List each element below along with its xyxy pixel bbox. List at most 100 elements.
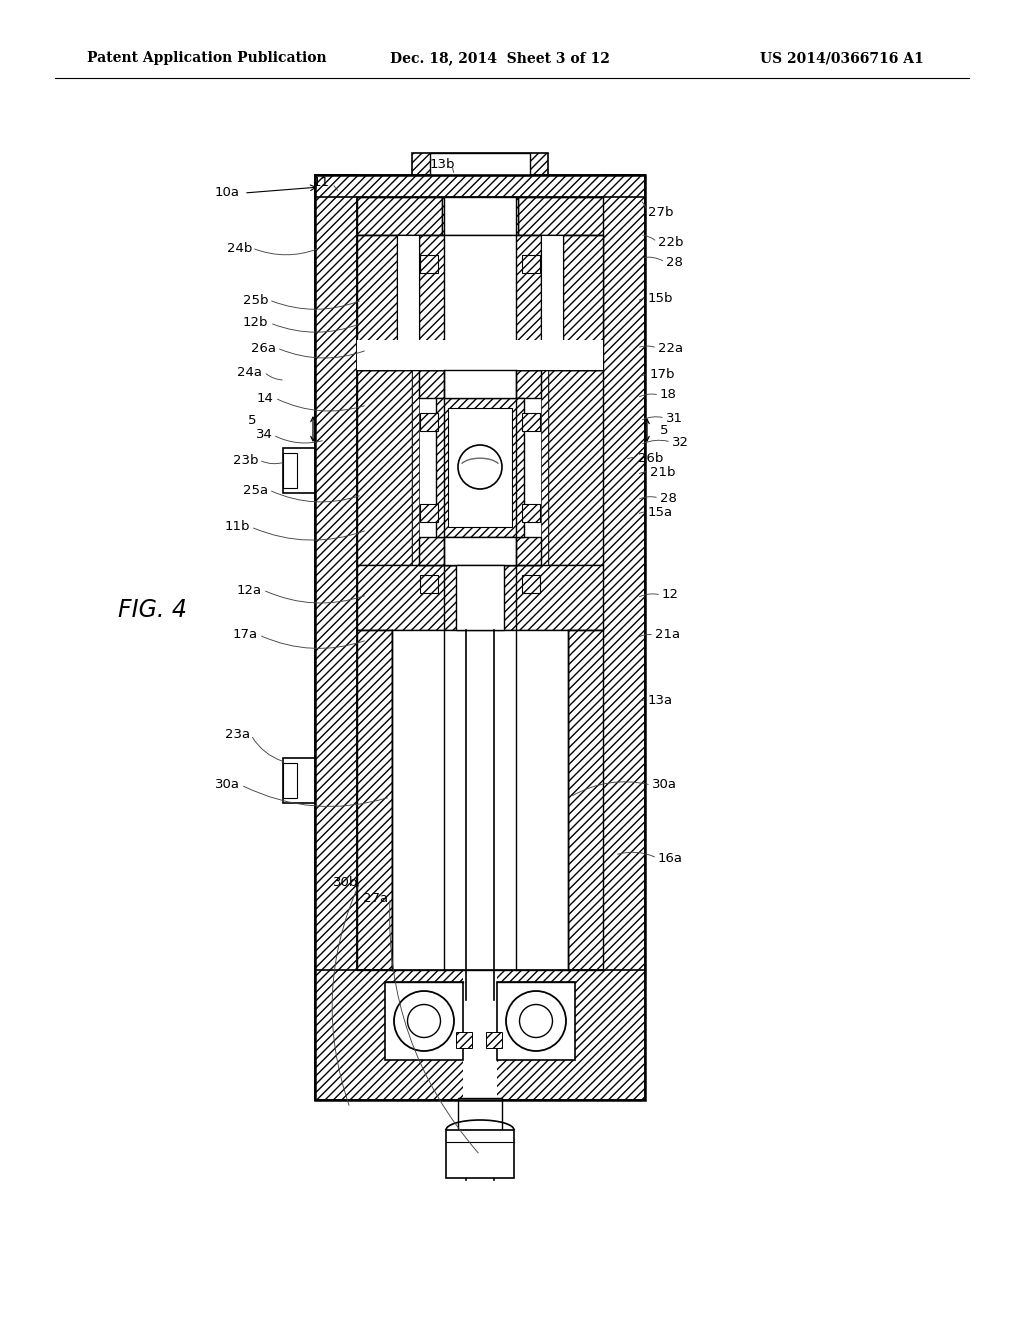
Text: 21a: 21a [655, 628, 680, 642]
Bar [315, 176, 645, 197]
Bar [315, 176, 645, 1100]
Bar [430, 153, 530, 176]
Bar [444, 370, 516, 399]
Bar [419, 537, 541, 565]
Bar [446, 1130, 514, 1177]
Text: 27b: 27b [648, 206, 674, 219]
Text: 30a: 30a [215, 779, 240, 792]
Text: 15a: 15a [648, 506, 673, 519]
Circle shape [519, 1005, 553, 1038]
Text: 24a: 24a [237, 366, 262, 379]
Circle shape [394, 991, 454, 1051]
Bar [463, 970, 497, 1100]
Bar [486, 1032, 502, 1048]
Bar [357, 565, 603, 630]
Bar [522, 255, 540, 273]
Text: 17a: 17a [232, 628, 258, 642]
Text: 12a: 12a [237, 583, 262, 597]
Bar [419, 370, 541, 399]
Bar [392, 630, 568, 970]
Text: 24b: 24b [226, 242, 252, 255]
Text: 32: 32 [672, 436, 689, 449]
Bar [522, 413, 540, 432]
Text: 30b: 30b [333, 875, 358, 888]
Bar [315, 176, 357, 1100]
Bar [283, 758, 315, 803]
Bar [419, 345, 541, 370]
Bar [568, 630, 603, 970]
Text: 23b: 23b [232, 454, 258, 466]
Text: 12: 12 [662, 589, 679, 602]
Text: 22a: 22a [658, 342, 683, 355]
Text: 23a: 23a [225, 729, 250, 742]
Bar [449, 408, 512, 527]
Bar [357, 235, 603, 345]
Text: 18: 18 [660, 388, 677, 401]
Bar [456, 1032, 472, 1048]
Bar [541, 370, 548, 565]
Circle shape [408, 1005, 440, 1038]
Bar [603, 176, 645, 1100]
Text: Patent Application Publication: Patent Application Publication [87, 51, 327, 65]
Bar [444, 197, 516, 235]
Bar [315, 970, 645, 1100]
Bar [283, 447, 315, 492]
Text: 5: 5 [248, 413, 256, 426]
Bar [436, 399, 524, 537]
Bar [385, 982, 463, 1060]
Bar [420, 576, 438, 593]
Text: 21b: 21b [650, 466, 676, 479]
Bar [548, 370, 603, 565]
Text: 30a: 30a [652, 779, 677, 792]
Bar [357, 235, 397, 370]
Bar [444, 537, 516, 565]
Bar [357, 197, 442, 235]
Bar [420, 413, 438, 432]
Text: FIG. 4: FIG. 4 [118, 598, 186, 622]
Text: 26b: 26b [638, 451, 664, 465]
Bar [444, 235, 516, 345]
Bar [419, 235, 541, 345]
Bar [522, 576, 540, 593]
Bar [283, 453, 297, 488]
Bar [518, 197, 603, 235]
Text: 11: 11 [313, 177, 330, 190]
Text: 5: 5 [660, 424, 669, 437]
Bar [412, 370, 419, 565]
Bar [357, 341, 603, 370]
Text: 11b: 11b [224, 520, 250, 533]
Bar [420, 255, 438, 273]
Bar [442, 197, 518, 235]
Bar [541, 235, 563, 370]
Text: 10a: 10a [215, 186, 240, 199]
Bar [563, 235, 603, 370]
Text: 25a: 25a [243, 483, 268, 496]
Circle shape [458, 445, 502, 488]
Text: US 2014/0366716 A1: US 2014/0366716 A1 [760, 51, 924, 65]
Bar [446, 345, 514, 370]
Text: 26a: 26a [251, 342, 276, 355]
Text: 12b: 12b [243, 317, 268, 330]
Bar [458, 1098, 502, 1130]
Text: 31: 31 [666, 412, 683, 425]
Text: Dec. 18, 2014  Sheet 3 of 12: Dec. 18, 2014 Sheet 3 of 12 [390, 51, 610, 65]
Bar [283, 763, 297, 799]
Text: 25b: 25b [243, 293, 268, 306]
Text: 15b: 15b [648, 292, 674, 305]
Bar [497, 982, 575, 1060]
Bar [357, 630, 392, 970]
Text: 16a: 16a [658, 851, 683, 865]
Circle shape [506, 991, 566, 1051]
Bar [522, 504, 540, 521]
Text: 17b: 17b [650, 368, 676, 381]
Text: 27a: 27a [362, 891, 388, 904]
Bar [456, 565, 504, 630]
Text: 13b: 13b [429, 158, 455, 172]
Bar [397, 235, 419, 370]
Bar [357, 370, 412, 565]
Text: 13a: 13a [648, 693, 673, 706]
Text: 28: 28 [660, 491, 677, 504]
Bar [420, 504, 438, 521]
Text: 22b: 22b [658, 235, 683, 248]
Text: 28: 28 [666, 256, 683, 268]
